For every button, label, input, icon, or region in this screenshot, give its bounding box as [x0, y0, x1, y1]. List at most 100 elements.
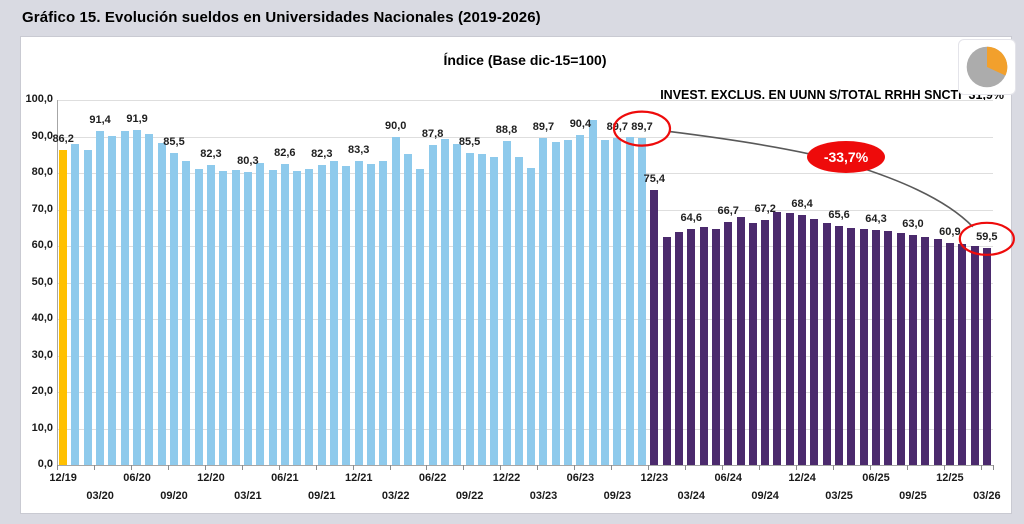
x-axis-tick-label: 06/20	[123, 472, 151, 484]
bar-07/25	[884, 231, 893, 465]
bar-value-label-09/24: 67,2	[754, 202, 776, 215]
bar-value-label-06/25: 64,3	[865, 213, 887, 226]
bar-10/20	[182, 161, 191, 465]
bar-06/24	[724, 221, 733, 465]
x-axis-tick-label: 09/21	[308, 490, 336, 502]
bar-value-label-12/22: 88,8	[495, 123, 518, 136]
y-axis-tick-label: 0,0	[37, 458, 53, 470]
x-axis-tickmark	[315, 465, 317, 470]
x-axis-tickmark	[130, 465, 132, 470]
x-axis-tick-label: 03/20	[86, 490, 114, 502]
y-axis-tick-label: 80,0	[31, 166, 53, 178]
bar-12/25	[945, 242, 954, 465]
x-axis-tick-label: 12/25	[936, 472, 964, 484]
x-axis-tickmark	[722, 465, 724, 470]
bar-08/20	[157, 143, 166, 465]
bar-value-label-03/25: 65,6	[828, 208, 850, 221]
bar-01/20	[71, 143, 80, 465]
y-axis-tick-label: 90,0	[31, 129, 53, 142]
bar-value-label-03/22: 90,0	[384, 119, 407, 132]
bar-03/24	[687, 229, 696, 465]
bar-01/21	[219, 170, 228, 465]
bar-01/25	[810, 218, 819, 465]
chart-title: Índice (Base dic-15=100)	[443, 52, 607, 68]
x-axis-tickmark	[389, 465, 391, 470]
bar-12/22	[502, 140, 511, 465]
bar-07/24	[736, 217, 745, 465]
bar-02/24	[674, 231, 683, 465]
bar-07/20	[145, 133, 154, 465]
x-axis-tickmark	[537, 465, 539, 470]
bar-04/20	[108, 135, 117, 465]
page-title: Gráfico 15. Evolución sueldos en Univers…	[22, 9, 541, 26]
bar-03/20	[96, 131, 105, 465]
x-axis-tickmark	[943, 465, 945, 470]
bar-01/26	[958, 244, 967, 465]
bar-value-label-09/20: 85,5	[163, 135, 185, 148]
bar-08/21	[305, 168, 314, 465]
bar-05/24	[711, 229, 720, 465]
bar-04/22	[404, 153, 412, 465]
x-axis-tickmark	[574, 465, 576, 470]
y-axis-tick-label: 50,0	[31, 275, 53, 288]
bar-value-label-06/21: 82,6	[274, 146, 296, 159]
x-axis-tick-label: 06/21	[271, 472, 299, 484]
bar-value-label-12/20: 82,3	[200, 147, 222, 160]
bar-08/25	[896, 232, 905, 465]
x-axis-tick-label: 06/22	[418, 472, 447, 484]
bar-11/22	[490, 156, 499, 465]
bar-value-label-03/21: 80,3	[237, 154, 259, 167]
bar-02/26	[970, 246, 979, 465]
x-axis-tick-label: 06/23	[566, 472, 595, 484]
bar-03/23	[539, 137, 548, 465]
bar-02/21	[231, 169, 240, 465]
bar-11/21	[342, 165, 351, 465]
x-axis-tick-label: 03/25	[825, 490, 853, 502]
bar-07/22	[440, 139, 449, 465]
bar-03/25	[835, 225, 844, 465]
x-axis-tick-label: 03/23	[529, 490, 558, 502]
bar-08/23	[601, 140, 610, 465]
x-axis-tickmark	[93, 465, 95, 470]
x-axis-tickmark	[759, 465, 760, 470]
x-axis-tick-label: 09/23	[603, 490, 632, 502]
bar-10/22	[477, 154, 486, 465]
bar-09/21	[317, 164, 326, 465]
bar-12/23	[650, 189, 659, 465]
x-axis-tickmark	[906, 465, 908, 470]
bar-value-label-09/25: 63,0	[902, 218, 924, 231]
bar-06/23	[576, 135, 585, 465]
bar-11/20	[194, 169, 203, 465]
x-axis-tick-label: 12/23	[640, 472, 669, 484]
x-axis-tick-label: 06/24	[714, 472, 742, 484]
bar-04/24	[699, 227, 708, 465]
bar-06/20	[133, 129, 142, 465]
bar-02/25	[822, 223, 831, 465]
bar-value-label-09/21: 82,3	[311, 147, 333, 160]
bar-06/21	[280, 163, 289, 465]
y-axis-tick-label: 10,0	[31, 421, 53, 434]
bar-09/24	[761, 219, 770, 465]
x-axis-tickmark	[167, 465, 169, 470]
x-axis-tick-label: 03/26	[973, 490, 1001, 502]
bar-03/21	[243, 171, 252, 465]
x-axis-tickmark	[980, 465, 982, 470]
bar-value-label-03/20: 91,4	[89, 114, 111, 127]
bar-value-label-03/23: 89,7	[532, 120, 555, 133]
bar-04/21	[256, 162, 265, 465]
bar-07/21	[293, 170, 302, 465]
bar-12/24	[798, 215, 807, 465]
bar-11/23	[638, 137, 646, 465]
bar-09/25	[908, 235, 917, 465]
bar-04/25	[847, 227, 856, 465]
x-axis-tick-label: 09/24	[751, 490, 779, 502]
bar-03/22	[391, 136, 400, 465]
bar-04/23	[551, 141, 560, 465]
y-axis-tick-label: 60,0	[31, 239, 53, 251]
x-axis-tick-label: 12/24	[788, 472, 816, 484]
y-gridline	[57, 100, 993, 101]
x-axis-tick-label: 12/20	[197, 472, 225, 484]
bar-05/25	[859, 228, 868, 465]
x-axis-tick-label: 03/24	[677, 490, 706, 502]
x-axis-tickmark	[463, 465, 465, 470]
